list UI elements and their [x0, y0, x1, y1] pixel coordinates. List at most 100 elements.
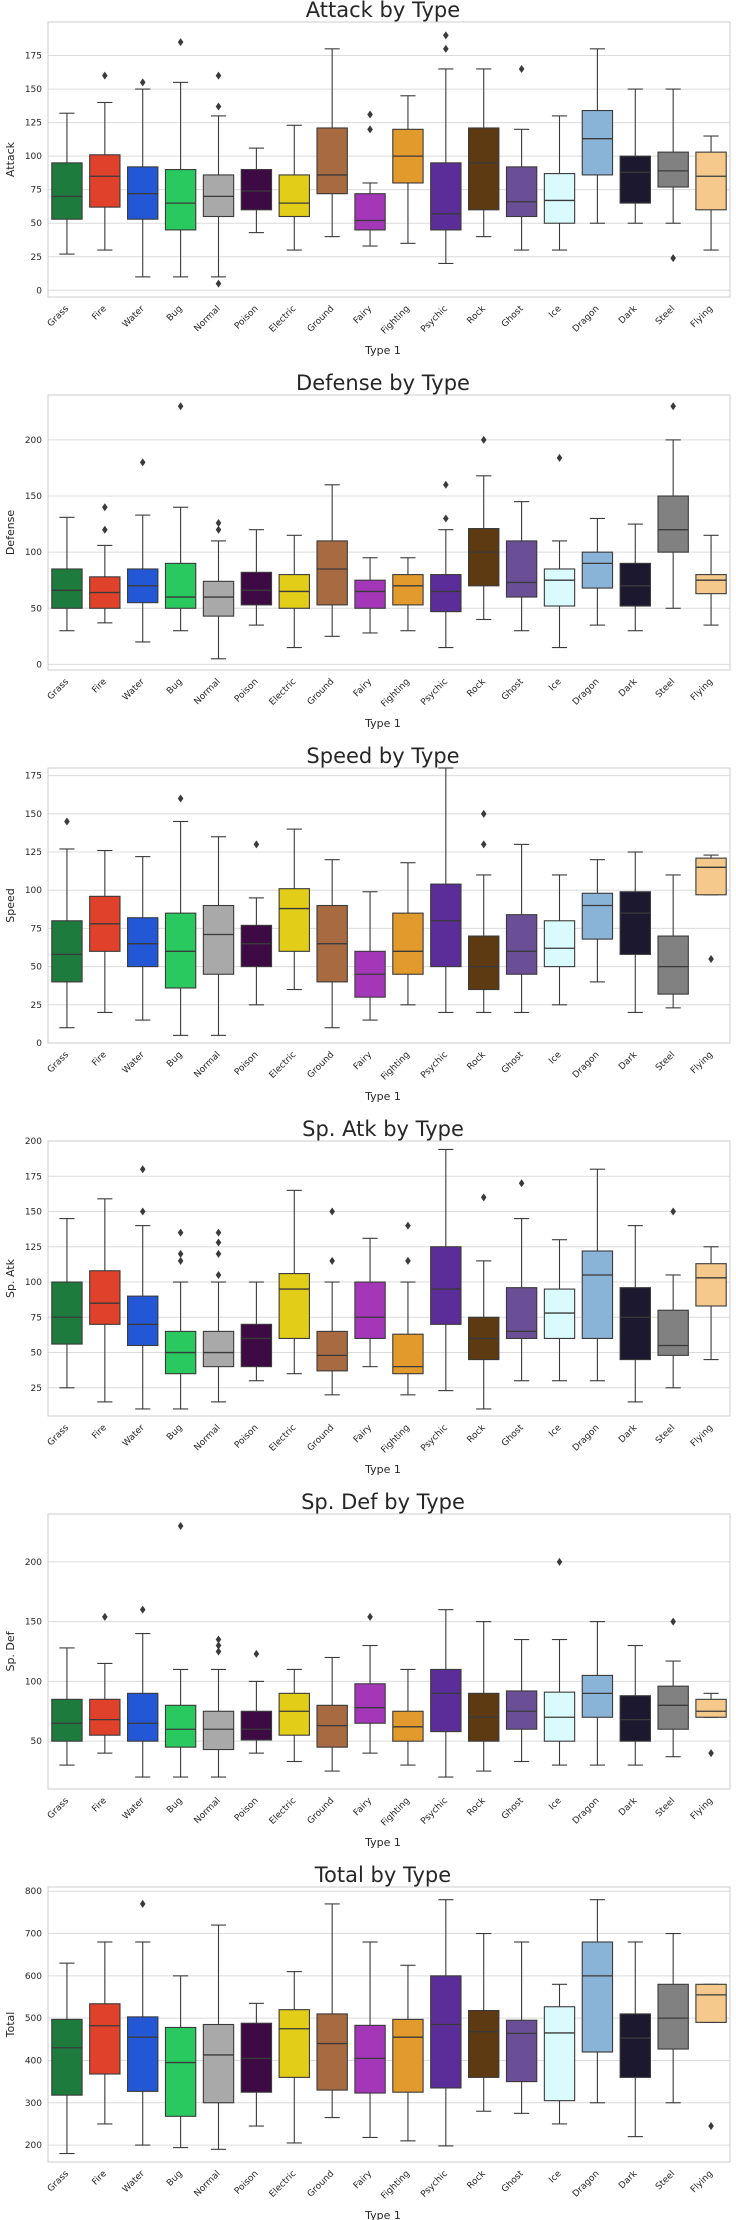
- outlier-point: [443, 31, 449, 40]
- box-iqr: [354, 579, 386, 609]
- outlier-point: [329, 1256, 335, 1265]
- y-tick-label: 75: [31, 1313, 42, 1323]
- box-iqr: [505, 1690, 538, 1730]
- box-iqr: [89, 1698, 121, 1736]
- x-tick-label: Ghost: [500, 304, 526, 330]
- box-iqr: [581, 1674, 614, 1718]
- x-tick-label: Steel: [654, 1423, 677, 1446]
- x-tick-label: Fairy: [352, 677, 375, 700]
- x-axis-label: Type 1: [364, 1463, 401, 1476]
- box-fairy: Fairy: [352, 110, 386, 326]
- x-tick-label: Fairy: [352, 2169, 375, 2192]
- x-tick-label: Ice: [547, 1050, 564, 1067]
- box-bug: Bug: [164, 1228, 197, 1443]
- box-rock: Rock: [466, 68, 500, 326]
- outlier-point: [139, 78, 146, 87]
- chart-panel-1: 0 50 100 150 200 Defense by Type Defense Type 1…: [4, 371, 731, 730]
- x-tick-label: Fighting: [380, 1423, 412, 1455]
- outlier-point: [102, 525, 108, 534]
- y-tick-label: 100: [25, 1278, 42, 1288]
- outlier-point: [367, 1612, 373, 1621]
- x-tick-label: Flying: [689, 1050, 715, 1076]
- x-tick-label: Poison: [233, 1796, 261, 1824]
- x-tick-label: Poison: [233, 2169, 261, 2197]
- y-axis-label: Sp. Atk: [4, 1258, 17, 1298]
- outlier-point: [64, 817, 70, 826]
- box-iqr: [316, 540, 348, 606]
- box-poison: Poison: [233, 1281, 273, 1451]
- chart-panel-5: 200 300 400 500 600 700 800 Total by Type Total T…: [4, 1863, 731, 2220]
- chart-panel-3: 25 50 75 100 125 150 175 200 Sp. Atk by Type Sp. …: [4, 1117, 731, 1476]
- box-poison: Poison: [233, 147, 273, 332]
- x-axis-label: Type 1: [364, 717, 401, 730]
- box-iqr: [51, 568, 83, 609]
- box-normal: Normal: [193, 71, 235, 334]
- outlier-point: [177, 1249, 184, 1258]
- box-steel: Steel: [654, 402, 689, 700]
- outlier-point: [215, 1647, 222, 1656]
- box-fairy: Fairy: [352, 1612, 386, 1818]
- x-tick-label: Flying: [689, 304, 715, 330]
- outlier-point: [708, 954, 714, 963]
- box-steel: Steel: [654, 1207, 689, 1446]
- x-tick-label: Normal: [193, 677, 223, 707]
- box-ice: Ice: [543, 874, 576, 1067]
- y-axis-label: Defense: [4, 510, 17, 556]
- x-tick-label: Ice: [547, 304, 564, 321]
- x-tick-label: Fire: [91, 1796, 110, 1815]
- box-flying: Flying: [689, 1692, 727, 1822]
- x-tick-label: Fire: [91, 304, 110, 323]
- chart-panel-2: 0 25 50 75 100 125 150 175 Speed by Type Speed Typ…: [4, 744, 731, 1103]
- box-iqr: [392, 1333, 424, 1375]
- x-tick-label: Ice: [547, 1796, 564, 1813]
- box-iqr: [202, 2023, 235, 2104]
- box-iqr: [392, 574, 424, 606]
- box-iqr: [657, 1983, 689, 2050]
- box-ice: Ice: [543, 1239, 576, 1439]
- box-iqr: [240, 169, 273, 211]
- x-tick-label: Fairy: [352, 1423, 375, 1446]
- y-tick-label: 200: [25, 436, 42, 446]
- box-ice: Ice: [543, 1983, 576, 2185]
- box-iqr: [619, 1287, 651, 1361]
- x-tick-label: Dark: [617, 1422, 640, 1445]
- box-iqr: [695, 574, 727, 595]
- box-iqr: [392, 912, 424, 975]
- x-tick-label: Ground: [306, 2169, 336, 2199]
- outlier-point: [177, 1228, 184, 1237]
- y-tick-label: 175: [25, 52, 42, 62]
- box-iqr: [468, 935, 500, 991]
- box-iqr: [505, 166, 538, 218]
- box-dragon: Dragon: [571, 1899, 614, 2200]
- box-iqr: [505, 2019, 538, 2083]
- box-fire: Fire: [89, 849, 121, 1068]
- x-tick-label: Flying: [689, 1423, 715, 1449]
- x-tick-label: Dragon: [571, 677, 601, 707]
- y-tick-label: 0: [36, 660, 42, 670]
- x-tick-label: Rock: [466, 1049, 489, 1072]
- box-iqr: [505, 914, 538, 975]
- outlier-point: [670, 254, 676, 263]
- y-tick-label: 400: [25, 2056, 42, 2066]
- box-iqr: [430, 1246, 462, 1325]
- box-iqr: [127, 166, 159, 220]
- x-tick-label: Poison: [233, 304, 261, 332]
- box-iqr: [164, 2026, 197, 2117]
- outlier-point: [708, 1749, 714, 1758]
- x-tick-label: Grass: [46, 304, 71, 329]
- box-iqr: [51, 162, 83, 220]
- outlier-point: [253, 840, 260, 849]
- x-tick-label: Fairy: [352, 1050, 375, 1073]
- outlier-point: [139, 1605, 146, 1614]
- y-tick-label: 150: [25, 492, 42, 502]
- y-tick-label: 150: [25, 1618, 42, 1628]
- box-bug: Bug: [164, 38, 197, 324]
- box-poison: Poison: [233, 1649, 273, 1824]
- box-rock: Rock: [466, 1193, 500, 1445]
- outlier-point: [480, 435, 487, 444]
- outlier-point: [215, 71, 222, 80]
- box-fire: Fire: [89, 503, 121, 695]
- box-iqr: [278, 2009, 310, 2078]
- x-tick-label: Bug: [165, 2169, 185, 2189]
- y-tick-label: 175: [25, 1172, 42, 1182]
